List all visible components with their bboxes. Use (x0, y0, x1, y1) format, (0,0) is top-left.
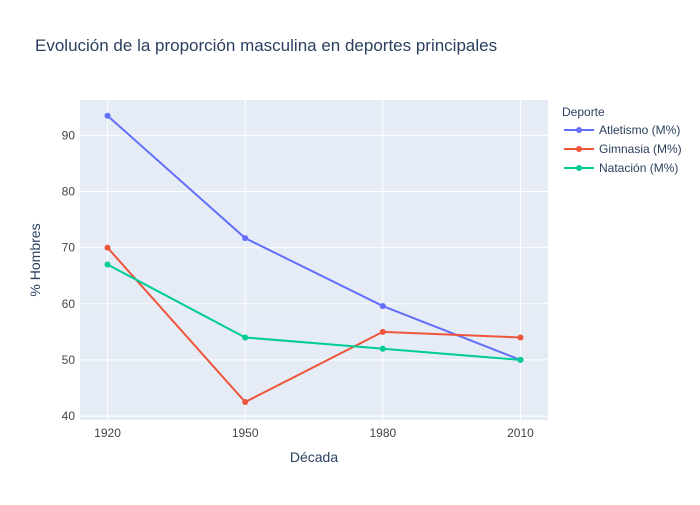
data-point (104, 112, 111, 119)
data-point (104, 244, 111, 251)
y-tick-label: 70 (62, 241, 76, 255)
legend-item: Natación (M%) (564, 161, 678, 175)
data-point (379, 345, 386, 352)
legend-label: Natación (M%) (599, 161, 678, 175)
legend: Deporte Atletismo (M%) Gimnasia (M%) Natac… (562, 105, 682, 175)
y-axis-ticks: 40 50 60 70 80 90 (62, 128, 76, 423)
x-axis-ticks: 1920 1950 1980 2010 (94, 426, 534, 440)
series-line (107, 263, 521, 361)
data-point (379, 328, 386, 335)
legend-swatch-marker (576, 165, 582, 171)
legend-swatch-marker (576, 127, 582, 133)
data-point (104, 261, 111, 268)
y-axis-title: % Hombres (27, 223, 43, 296)
legend-title: Deporte (562, 105, 605, 119)
legend-item: Atletismo (M%) (564, 123, 680, 137)
legend-label: Atletismo (M%) (599, 123, 680, 137)
series-line (106, 246, 521, 404)
data-point (517, 334, 524, 341)
legend-item: Gimnasia (M%) (564, 142, 682, 156)
x-tick-label: 2010 (507, 426, 534, 440)
data-point (517, 356, 524, 363)
y-tick-label: 50 (62, 353, 76, 367)
data-point (379, 303, 386, 310)
x-axis-title: Década (290, 449, 338, 465)
x-tick-label: 1980 (369, 426, 396, 440)
data-point (242, 399, 249, 406)
legend-label: Gimnasia (M%) (599, 142, 682, 156)
chart-title: Evolución de la proporción masculina en … (35, 36, 497, 55)
series-2 (104, 244, 524, 406)
y-tick-label: 60 (62, 297, 76, 311)
data-point (242, 235, 249, 242)
y-tick-label: 90 (62, 128, 76, 142)
series-line (106, 114, 521, 361)
x-tick-label: 1950 (232, 426, 259, 440)
legend-swatch-marker (576, 146, 582, 152)
y-tick-label: 40 (62, 409, 76, 423)
y-tick-label: 80 (62, 185, 76, 199)
series-3 (104, 261, 524, 363)
x-tick-label: 1920 (94, 426, 121, 440)
plot-area (80, 100, 548, 420)
series-layer (104, 112, 524, 406)
data-point (242, 334, 249, 341)
